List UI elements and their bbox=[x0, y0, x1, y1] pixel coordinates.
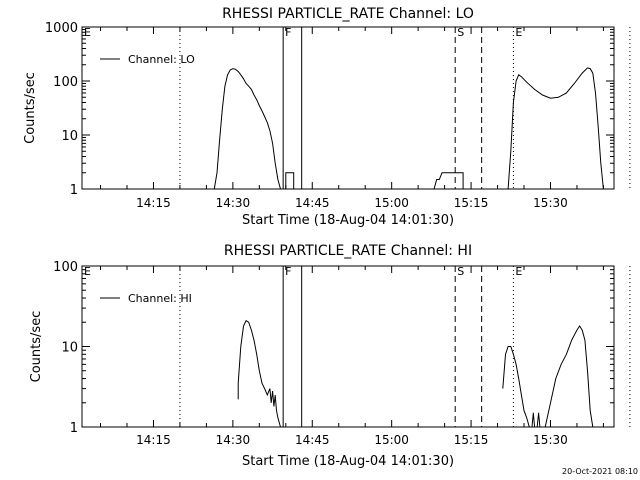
chart-title: RHESSI PARTICLE_RATE Channel: HI bbox=[224, 243, 472, 259]
series-line bbox=[531, 412, 536, 428]
event-marker-label: F bbox=[285, 26, 291, 39]
series-line bbox=[502, 346, 530, 428]
x-tick-label: 15:00 bbox=[374, 433, 409, 447]
event-marker-label: E bbox=[84, 265, 91, 278]
chart-title: RHESSI PARTICLE_RATE Channel: LO bbox=[222, 6, 474, 22]
x-tick-label: 15:15 bbox=[454, 196, 489, 210]
x-tick-label: 15:30 bbox=[533, 433, 568, 447]
event-marker-label: E bbox=[84, 26, 91, 39]
y-axis-label: Counts/sec bbox=[29, 311, 44, 383]
x-tick-label: 14:45 bbox=[295, 433, 330, 447]
y-tick-label: 100 bbox=[53, 75, 78, 90]
footer-timestamp: 20-Oct-2021 08:10 bbox=[562, 467, 638, 476]
series-line bbox=[544, 325, 594, 428]
series-line bbox=[507, 67, 604, 190]
y-axis-label: Counts/sec bbox=[23, 72, 38, 144]
x-tick-label: 14:30 bbox=[216, 433, 251, 447]
x-axis-label: Start Time (18-Aug-04 14:01:30) bbox=[242, 454, 454, 469]
x-tick-label: 15:00 bbox=[374, 196, 409, 210]
x-axis-label: Start Time (18-Aug-04 14:01:30) bbox=[242, 213, 454, 228]
x-tick-label: 14:15 bbox=[136, 433, 171, 447]
event-marker-label: S bbox=[457, 265, 464, 278]
legend-label: Channel: HI bbox=[128, 292, 192, 305]
x-tick-label: 14:45 bbox=[295, 196, 330, 210]
y-tick-label: 100 bbox=[53, 260, 78, 275]
series-line bbox=[536, 412, 541, 428]
series-line bbox=[213, 68, 281, 190]
y-tick-label: 10 bbox=[61, 129, 78, 144]
x-tick-label: 15:30 bbox=[533, 196, 568, 210]
x-tick-label: 14:30 bbox=[216, 196, 251, 210]
event-marker-label: E bbox=[515, 265, 522, 278]
series-line bbox=[433, 172, 464, 190]
event-marker-label: E bbox=[515, 26, 522, 39]
event-marker-label: S bbox=[457, 26, 464, 39]
y-tick-label: 1000 bbox=[45, 21, 78, 36]
y-tick-label: 1 bbox=[70, 183, 78, 198]
x-tick-label: 15:15 bbox=[454, 433, 489, 447]
x-tick-label: 14:15 bbox=[136, 196, 171, 210]
series-line bbox=[237, 319, 281, 428]
y-tick-label: 10 bbox=[61, 341, 78, 356]
series-line bbox=[285, 172, 295, 189]
event-marker-label: F bbox=[285, 265, 291, 278]
chart-panel-1: RHESSI PARTICLE_RATE Channel: LO 14:15 14:… bbox=[23, 6, 631, 228]
chart-panel-2: RHESSI PARTICLE_RATE Channel: HI 14:15 14:… bbox=[29, 243, 631, 469]
y-tick-label: 1 bbox=[70, 421, 78, 436]
legend-label: Channel: LO bbox=[128, 53, 195, 66]
